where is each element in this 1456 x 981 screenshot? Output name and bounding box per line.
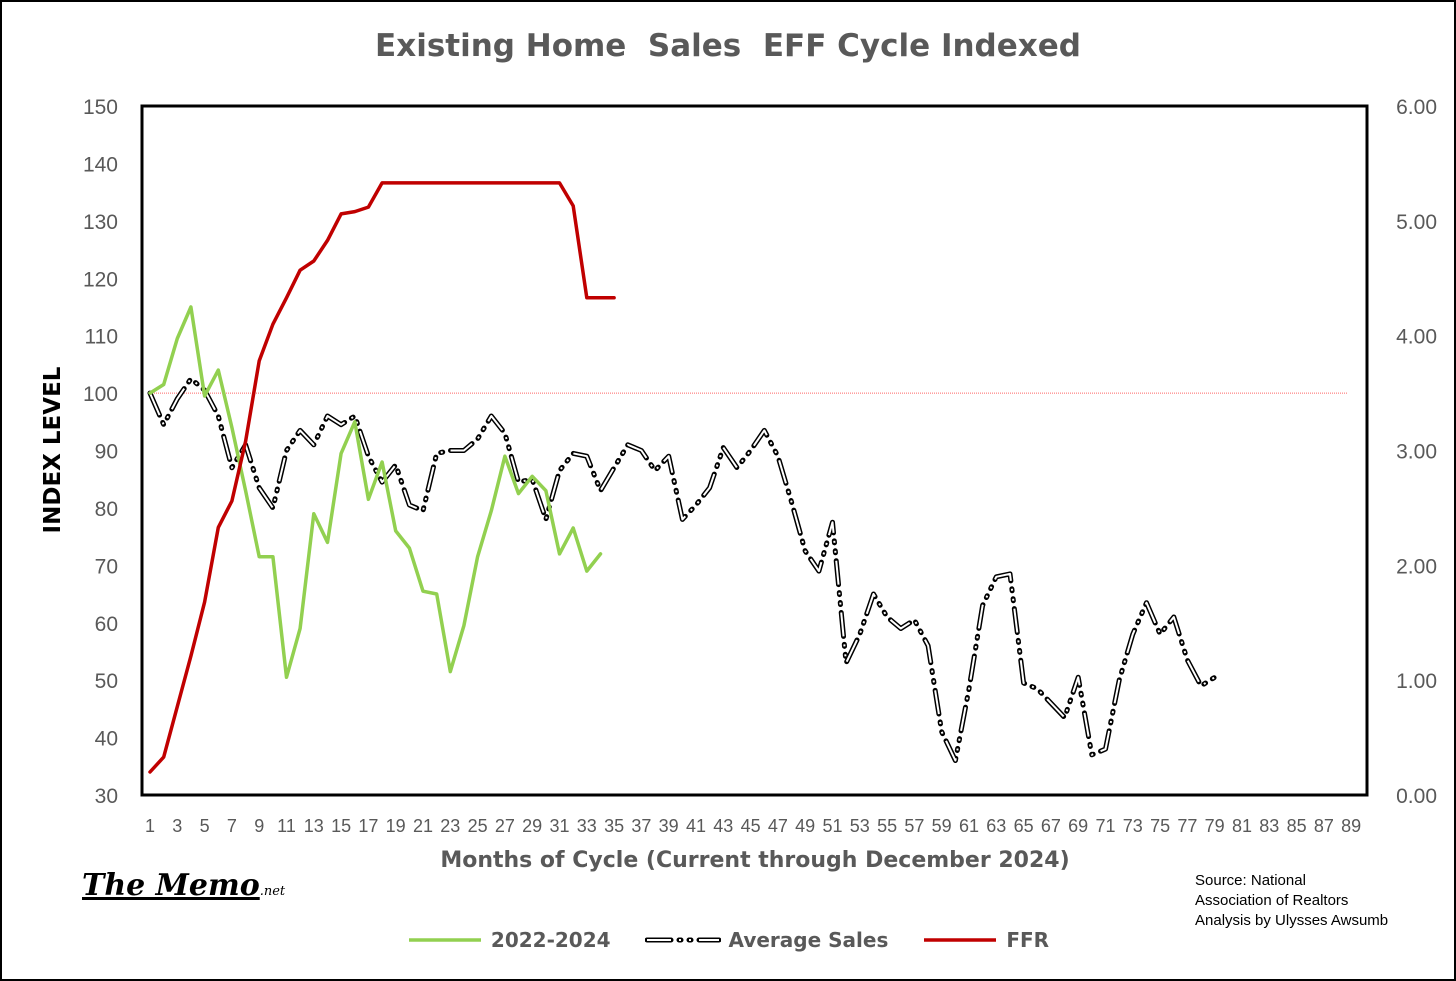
legend-swatch-ffr xyxy=(924,938,997,942)
x-tick-label: 5 xyxy=(200,816,210,836)
x-tick-label: 55 xyxy=(877,816,897,836)
x-tick-label: 53 xyxy=(850,816,870,836)
series-line-average-sales xyxy=(147,376,1218,763)
y-tick-label: 30 xyxy=(95,785,118,808)
x-tick-label: 57 xyxy=(904,816,924,836)
source-line-3: Analysis by Ulysses Awsumb xyxy=(1195,912,1389,929)
legend-swatch-average-sales xyxy=(644,937,721,943)
x-tick-label: 35 xyxy=(604,816,624,836)
series-line-2022-2024 xyxy=(148,305,603,680)
chart-title: Existing Home Sales EFF Cycle Indexed xyxy=(375,28,1081,64)
x-tick-label: 21 xyxy=(413,816,433,836)
x-tick-label: 85 xyxy=(1287,816,1307,836)
legend-label-ffr: FFR xyxy=(1006,928,1050,952)
x-axis-label: Months of Cycle (Current through Decembe… xyxy=(440,848,1070,873)
legend-item-ffr: FFR xyxy=(922,928,1049,952)
right-axis-ticks: 0.00 1.00 2.00 3.00 4.00 5.00 6.00 xyxy=(1396,96,1437,808)
y2-tick-label: 3.00 xyxy=(1396,441,1437,464)
y-tick-label: 140 xyxy=(83,153,118,176)
x-tick-label: 45 xyxy=(741,816,761,836)
x-tick-label: 37 xyxy=(631,816,651,836)
x-tick-label: 73 xyxy=(1123,816,1143,836)
x-tick-label: 83 xyxy=(1259,816,1279,836)
left-axis-ticks: 30 40 50 60 70 80 90 100 110 120 130 140 150 xyxy=(83,96,118,808)
x-tick-label: 43 xyxy=(713,816,733,836)
y-tick-label: 90 xyxy=(95,441,118,464)
x-tick-label: 89 xyxy=(1341,816,1361,836)
series-layer xyxy=(147,181,1218,774)
x-tick-label: 47 xyxy=(768,816,788,836)
y-tick-label: 70 xyxy=(95,555,118,578)
x-tick-label: 81 xyxy=(1232,816,1252,836)
y-tick-label: 40 xyxy=(95,728,118,751)
series-line-inner-average-sales xyxy=(149,377,1216,762)
x-tick-label: 77 xyxy=(1177,816,1197,836)
x-axis-ticks: 1 3 5 7 9 11 13 15 17 19 21 23 25 27 29 31 33 35 37 39 41 43 4… xyxy=(145,816,1361,836)
x-tick-label: 31 xyxy=(549,816,569,836)
plot-area xyxy=(140,104,1369,797)
x-tick-label: 65 xyxy=(1014,816,1034,836)
y-tick-label: 120 xyxy=(83,268,118,291)
x-tick-label: 87 xyxy=(1314,816,1334,836)
y2-tick-label: 2.00 xyxy=(1396,555,1437,578)
source-note: Source: National Association of Realtors… xyxy=(1195,871,1450,931)
x-tick-label: 13 xyxy=(304,816,324,836)
y2-tick-label: 1.00 xyxy=(1396,670,1437,693)
y-tick-label: 110 xyxy=(85,326,118,349)
x-tick-label: 59 xyxy=(932,816,952,836)
legend-label-2022-2024: 2022-2024 xyxy=(490,928,611,952)
x-tick-label: 23 xyxy=(440,816,460,836)
y2-tick-label: 6.00 xyxy=(1396,96,1437,119)
y-tick-label: 130 xyxy=(83,211,118,234)
y2-tick-label: 4.00 xyxy=(1396,326,1437,349)
chart-legend: 2022-2024 Average Sales FFR xyxy=(0,925,1456,955)
y2-tick-label: 0.00 xyxy=(1396,785,1437,808)
x-tick-label: 69 xyxy=(1068,816,1088,836)
y-axis-label: INDEX LEVEL xyxy=(40,366,66,534)
x-tick-label: 49 xyxy=(795,816,815,836)
x-tick-label: 27 xyxy=(495,816,515,836)
x-tick-label: 15 xyxy=(331,816,351,836)
x-tick-label: 61 xyxy=(959,816,979,836)
source-line-1: Source: National xyxy=(1195,872,1306,889)
legend-item-average-sales: Average Sales xyxy=(644,928,889,952)
legend-swatch-2022-2024 xyxy=(408,938,481,942)
x-tick-label: 67 xyxy=(1041,816,1061,836)
x-tick-label: 33 xyxy=(577,816,597,836)
y-tick-label: 100 xyxy=(83,383,118,406)
legend-label-average-sales: Average Sales xyxy=(728,928,889,952)
x-tick-label: 41 xyxy=(686,816,706,836)
y-tick-label: 50 xyxy=(95,670,118,693)
y-tick-label: 80 xyxy=(95,498,118,521)
series-line-ffr xyxy=(148,181,616,774)
the-memo-logo: The Memo.net xyxy=(82,868,285,903)
x-tick-label: 51 xyxy=(822,816,842,836)
logo-suffix-text: .net xyxy=(259,884,286,899)
x-tick-label: 19 xyxy=(386,816,406,836)
y-tick-label: 60 xyxy=(95,613,118,636)
x-tick-label: 75 xyxy=(1150,816,1170,836)
x-tick-label: 25 xyxy=(468,816,488,836)
y2-tick-label: 5.00 xyxy=(1396,211,1437,234)
x-tick-label: 3 xyxy=(172,816,182,836)
x-tick-label: 17 xyxy=(358,816,378,836)
x-tick-label: 1 xyxy=(145,816,155,836)
x-tick-label: 71 xyxy=(1095,816,1115,836)
x-tick-label: 7 xyxy=(227,816,237,836)
logo-main-text: The Memo xyxy=(82,868,260,903)
y-tick-label: 150 xyxy=(83,96,118,119)
legend-item-2022-2024: 2022-2024 xyxy=(407,928,611,952)
x-tick-label: 63 xyxy=(986,816,1006,836)
source-line-2: Association of Realtors xyxy=(1195,892,1349,909)
x-tick-label: 79 xyxy=(1205,816,1225,836)
x-tick-label: 9 xyxy=(254,816,264,836)
x-tick-label: 29 xyxy=(522,816,542,836)
x-tick-label: 11 xyxy=(277,816,296,836)
x-tick-label: 39 xyxy=(659,816,679,836)
